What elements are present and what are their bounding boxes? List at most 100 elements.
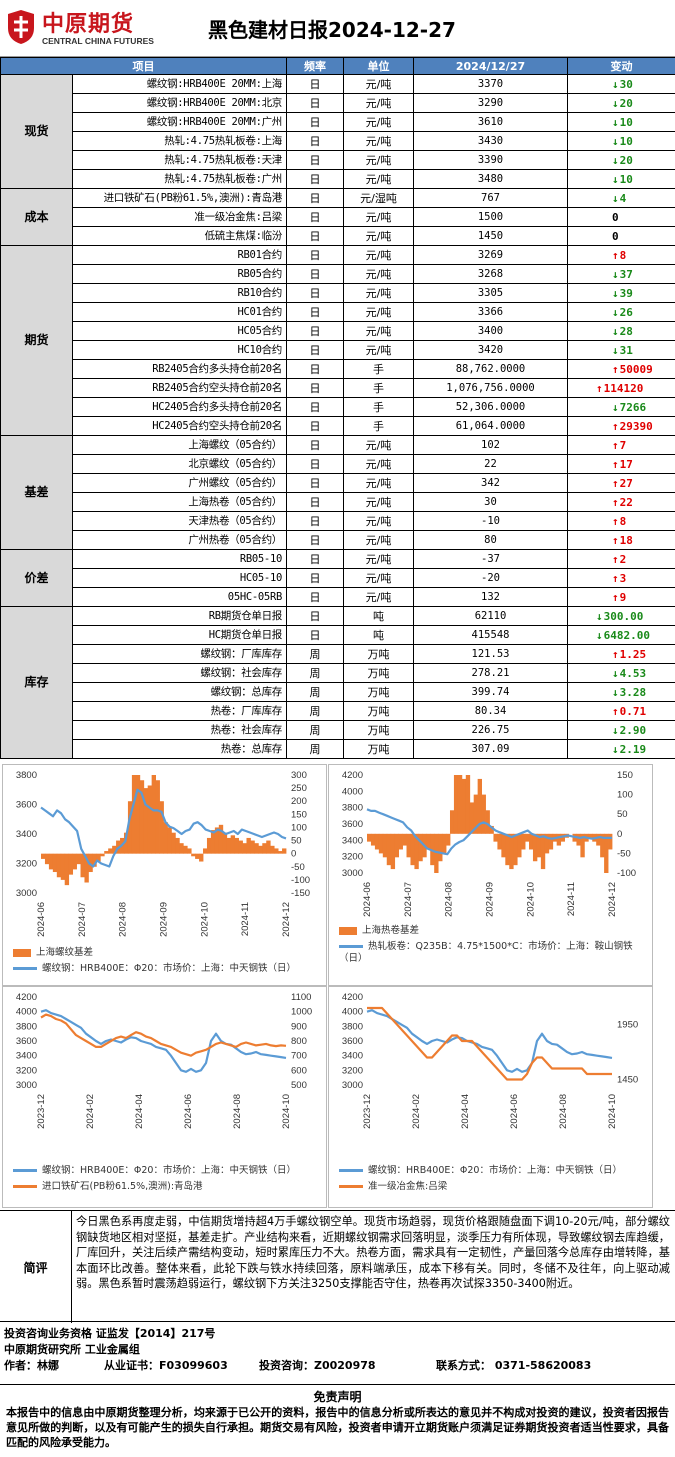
table-row: 螺纹钢:HRB400E 20MM:广州日元/吨 3610 ↓10 bbox=[1, 112, 675, 132]
y-left-tick-label: 3400 bbox=[16, 1051, 37, 1062]
y-right-tick-label: 150 bbox=[291, 809, 307, 820]
table-row: RB05合约日元/吨 3268 ↓37 bbox=[1, 264, 675, 284]
change-cell: ↓10 bbox=[567, 112, 675, 132]
value-cell: 62110 bbox=[413, 606, 568, 626]
bar-mark bbox=[548, 833, 554, 850]
change-cell: ↓2.90 bbox=[567, 720, 675, 740]
contact-text: 联系方式： 0371-58620083 bbox=[436, 1359, 592, 1372]
value-cell: 80.34 bbox=[413, 701, 568, 721]
table-row: 热卷：总库存周万吨 307.09 ↓2.19 bbox=[1, 739, 675, 759]
y-left-tick-label: 3000 bbox=[16, 1080, 37, 1091]
item-name-cell: 广州螺纹（05合约） bbox=[72, 473, 287, 493]
legend-swatch bbox=[13, 948, 31, 957]
change-cell: ↓28 bbox=[567, 321, 675, 341]
bar-mark bbox=[434, 833, 439, 873]
bar-mark bbox=[608, 833, 613, 850]
frequency-cell: 日 bbox=[286, 587, 344, 607]
value-cell: 3390 bbox=[413, 150, 568, 170]
arrow-down-icon: ↓ bbox=[612, 96, 619, 110]
frequency-cell: 日 bbox=[286, 397, 344, 417]
table-row: 现货 螺纹钢:HRB400E 20MM:上海日元/吨 3370 ↓30 bbox=[0, 74, 675, 189]
arrow-down-icon: ↓ bbox=[612, 115, 619, 129]
frequency-cell: 日 bbox=[286, 549, 344, 569]
change-value: 2.90 bbox=[619, 723, 647, 737]
y-left-tick-label: 4000 bbox=[342, 786, 363, 797]
series-line bbox=[40, 1009, 287, 1073]
arrow-down-icon: ↓ bbox=[612, 666, 619, 680]
x-tick-label: 2024-04 bbox=[134, 1094, 145, 1129]
y-right-tick-label: 250 bbox=[291, 783, 307, 794]
table-row: 螺纹钢：总库存周万吨 399.74 ↓3.28 bbox=[1, 682, 675, 702]
bar-mark bbox=[187, 848, 192, 854]
bar-mark bbox=[386, 833, 392, 866]
disclaimer-section: 免责声明 本报告中的信息由中原期货整理分析，均来源于已公开的资料，报告中的信息分… bbox=[0, 1384, 675, 1450]
disclaimer-text: 本报告中的信息由中原期货整理分析，均来源于已公开的资料，报告中的信息分析或所表达… bbox=[6, 1406, 669, 1449]
value-cell: 3420 bbox=[413, 340, 568, 360]
frequency-cell: 日 bbox=[286, 454, 344, 474]
value-cell: 307.09 bbox=[413, 739, 568, 759]
frequency-cell: 周 bbox=[286, 720, 344, 740]
y-left-tick-label: 3200 bbox=[342, 1065, 363, 1076]
y-left-tick-label: 3000 bbox=[342, 1080, 363, 1091]
bar-mark bbox=[226, 837, 232, 854]
bar-mark bbox=[143, 788, 149, 854]
legend-swatch bbox=[13, 967, 37, 970]
bar-mark bbox=[76, 853, 81, 865]
x-tick-label: 2023-12 bbox=[362, 1094, 373, 1129]
change-cell: ↑9 bbox=[567, 587, 675, 607]
bar-mark bbox=[60, 853, 66, 880]
frequency-cell: 日 bbox=[286, 435, 344, 455]
x-tick-label: 2024-08 bbox=[558, 1094, 569, 1129]
unit-cell: 元/吨 bbox=[343, 131, 414, 151]
bar-mark bbox=[96, 853, 101, 862]
x-tick-label: 2024-12 bbox=[607, 882, 618, 917]
item-name-cell: RB05-10 bbox=[72, 549, 287, 569]
bar-mark bbox=[64, 853, 70, 886]
value-cell: 767 bbox=[413, 188, 568, 208]
table-row: 北京螺纹（05合约）日元/吨 22 ↑17 bbox=[1, 454, 675, 474]
value-cell: 3430 bbox=[413, 131, 568, 151]
table-row: HC10合约日元/吨 3420 ↓31 bbox=[1, 340, 675, 360]
x-tick-label: 2024-10 bbox=[281, 1094, 292, 1129]
y-left-tick-label: 3200 bbox=[16, 1065, 37, 1076]
bar-mark bbox=[44, 853, 50, 865]
x-tick-label: 2024-10 bbox=[525, 882, 536, 917]
bar-mark bbox=[72, 853, 77, 870]
unit-cell: 手 bbox=[343, 397, 414, 417]
bar-mark bbox=[191, 853, 196, 857]
bar-mark bbox=[270, 845, 275, 854]
change-value: 20 bbox=[619, 96, 633, 110]
bar-mark bbox=[175, 837, 180, 854]
arrow-down-icon: ↓ bbox=[612, 742, 619, 756]
y-right-tick-label: 150 bbox=[617, 770, 633, 781]
value-cell: 3370 bbox=[413, 74, 568, 94]
bar-mark bbox=[604, 833, 609, 873]
legend-swatch bbox=[339, 1185, 363, 1188]
commentary-label: 简评 bbox=[0, 1211, 72, 1323]
bar-mark bbox=[501, 833, 506, 858]
bar-mark bbox=[167, 827, 172, 854]
frequency-cell: 日 bbox=[286, 112, 344, 132]
series-line bbox=[366, 1009, 613, 1073]
change-cell: 0 bbox=[567, 226, 675, 246]
legend-label: 热轧板卷：Q235B：4.75*1500*C：市场价：上海：鞍山钢铁（日） bbox=[339, 941, 633, 964]
change-cell: ↓300.00 bbox=[567, 606, 675, 626]
y-right-tick-label: 50 bbox=[291, 836, 302, 847]
bar-mark bbox=[183, 845, 188, 854]
y-left-tick-label: 3800 bbox=[16, 1021, 37, 1032]
value-cell: 3400 bbox=[413, 321, 568, 341]
unit-cell: 元/吨 bbox=[343, 226, 414, 246]
item-name-cell: 进口铁矿石(PB粉61.5%,澳洲):青岛港 bbox=[72, 188, 287, 208]
bar-mark bbox=[513, 833, 518, 866]
legend-item: 上海螺纹基差 bbox=[13, 947, 296, 959]
change-value: 3.28 bbox=[619, 685, 647, 699]
unit-cell: 元/吨 bbox=[343, 587, 414, 607]
y-right-tick-label: 0 bbox=[617, 829, 622, 840]
bar-mark bbox=[123, 832, 129, 854]
unit-cell: 元/吨 bbox=[343, 264, 414, 284]
frequency-cell: 日 bbox=[286, 340, 344, 360]
x-tick-label: 2024-12 bbox=[281, 902, 292, 937]
bar-mark bbox=[179, 843, 184, 854]
arrow-up-icon: ↑ bbox=[612, 647, 619, 661]
change-cell: ↓37 bbox=[567, 264, 675, 284]
